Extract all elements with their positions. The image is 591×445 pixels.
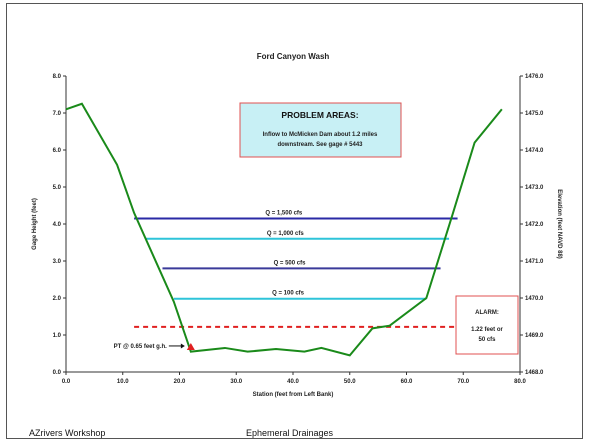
pt-label: PT @ 0.65 feet g.h. bbox=[114, 344, 168, 350]
x-tick-label: 10.0 bbox=[117, 379, 129, 385]
alarm-box-frame bbox=[455, 295, 519, 355]
alarm-box: ALARM: 1.22 feet or 50 cfs bbox=[455, 295, 519, 355]
y-tick-label: 5.0 bbox=[53, 185, 62, 191]
x-tick-label: 60.0 bbox=[401, 379, 413, 385]
y2-tick-label: 1468.0 bbox=[525, 370, 544, 376]
y2-tick-label: 1471.0 bbox=[525, 259, 544, 265]
y2-tick-label: 1472.0 bbox=[525, 222, 544, 228]
y-tick-label: 7.0 bbox=[53, 111, 62, 117]
y-tick-label: 1.0 bbox=[53, 333, 62, 339]
x-tick-label: 70.0 bbox=[457, 379, 469, 385]
problem-box-frame bbox=[239, 102, 402, 158]
y2-axis-label: Elevation (feet NAVD 88) bbox=[556, 189, 562, 259]
x-tick-label: 50.0 bbox=[344, 379, 356, 385]
chart-title: Ford Canyon Wash bbox=[257, 52, 330, 61]
flow-lines: Q = 1,500 cfs Q = 1,000 cfs Q = 500 cfs Q =… bbox=[134, 210, 458, 300]
alarm-box-text: 1.22 feet or bbox=[471, 327, 503, 333]
y-tick-label: 6.0 bbox=[53, 148, 62, 154]
problem-areas-box: PROBLEM AREAS: Inflow to McMicken Dam abo… bbox=[239, 102, 402, 158]
alarm-box-title: ALARM: bbox=[475, 310, 499, 316]
y-tick-label: 8.0 bbox=[53, 74, 62, 80]
pt-marker-group: PT @ 0.65 feet g.h. bbox=[114, 342, 195, 350]
footer-center: Ephemeral Drainages bbox=[246, 428, 334, 438]
pt-arrowhead bbox=[180, 343, 185, 349]
y2-tick-label: 1469.0 bbox=[525, 333, 544, 339]
flow-line-label: Q = 500 cfs bbox=[274, 260, 307, 266]
y-tick-label: 2.0 bbox=[53, 296, 62, 302]
axes: 0.0 10.0 20.0 30.0 40.0 50.0 60.0 70.0 80.0 0.0 1.… bbox=[32, 74, 562, 398]
problem-box-text: downstream. See gage # 5443 bbox=[277, 142, 363, 148]
x-tick-label: 30.0 bbox=[230, 379, 242, 385]
y2-tick-label: 1474.0 bbox=[525, 148, 544, 154]
flow-line-label: Q = 100 cfs bbox=[272, 291, 305, 297]
pt-triangle-marker bbox=[186, 342, 195, 350]
cross-section-line bbox=[65, 102, 503, 357]
chart: Ford Canyon Wash 0.0 10.0 20.0 30.0 40.0 50.0… bbox=[32, 52, 562, 398]
y2-tick-label: 1473.0 bbox=[525, 185, 544, 191]
x-tick-label: 80.0 bbox=[514, 379, 526, 385]
footer-left: AZrivers Workshop bbox=[29, 428, 106, 438]
y2-tick-label: 1476.0 bbox=[525, 74, 544, 80]
flow-line-label: Q = 1,000 cfs bbox=[267, 231, 305, 237]
y-tick-label: 3.0 bbox=[53, 259, 62, 265]
alarm-box-text: 50 cfs bbox=[478, 337, 496, 343]
x-tick-label: 20.0 bbox=[174, 379, 186, 385]
x-tick-label: 40.0 bbox=[287, 379, 299, 385]
y-tick-label: 0.0 bbox=[53, 370, 62, 376]
problem-box-text: Inflow to McMicken Dam about 1.2 miles bbox=[263, 132, 378, 138]
y2-tick-label: 1470.0 bbox=[525, 296, 544, 302]
slide: Ford Canyon Wash 0.0 10.0 20.0 30.0 40.0 50.0… bbox=[6, 3, 583, 439]
x-axis-label: Station (feet from Left Bank) bbox=[253, 392, 334, 398]
flow-line-label: Q = 1,500 cfs bbox=[265, 210, 303, 216]
y-axis-label: Gage Height (feet) bbox=[32, 198, 38, 250]
x-tick-label: 0.0 bbox=[62, 379, 71, 385]
series-group bbox=[65, 102, 503, 357]
y-tick-label: 4.0 bbox=[53, 222, 62, 228]
problem-box-title: PROBLEM AREAS: bbox=[281, 110, 358, 120]
y2-tick-label: 1475.0 bbox=[525, 111, 544, 117]
